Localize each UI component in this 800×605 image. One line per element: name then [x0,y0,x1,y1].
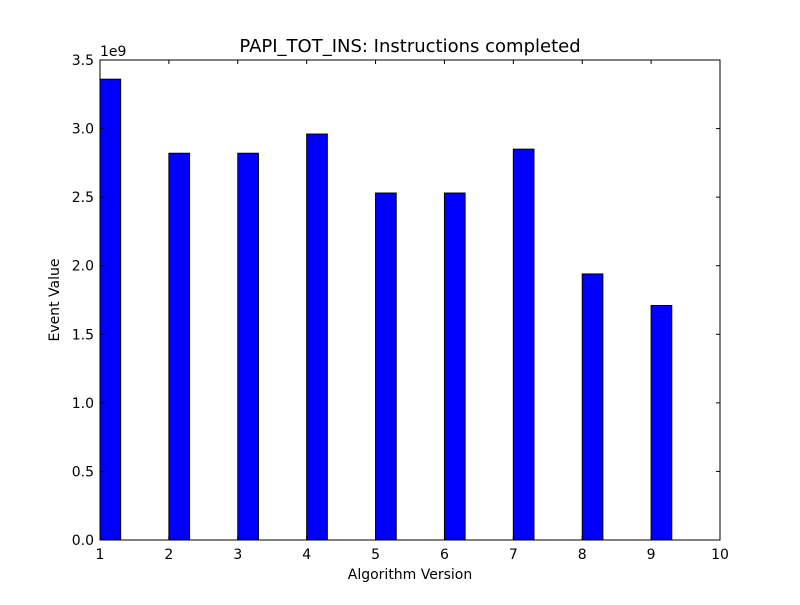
plot-frame [99,59,721,541]
bar-6 [443,192,466,541]
y-tick-label-3.0: 3.0 [72,122,94,138]
bar-8 [581,273,604,541]
x-tick-label-6: 6 [440,547,449,563]
x-tick-label-9: 9 [647,547,656,563]
bar-3 [237,152,259,541]
bar-7 [512,148,535,541]
bar-5 [375,192,397,541]
y-tick-label-0.0: 0.0 [72,533,94,549]
y-axis-label: Event Value [47,258,63,341]
bar-1 [99,78,122,541]
y-tick-label-2.5: 2.5 [72,190,94,206]
chart-title: PAPI_TOT_INS: Instructions completed [239,36,580,57]
ticks-group: 1 2 3 4 5 6 7 8 9 10 0.0 0.5 1.0 1.5 2.0 2.5 3.0 3.5 [72,53,729,563]
x-tick-label-1: 1 [96,547,105,563]
y-tick-label-2.0: 2.0 [72,259,94,275]
x-tick-label-5: 5 [371,547,380,563]
y-tick-label-1.5: 1.5 [72,327,94,343]
bars-group [99,78,673,541]
y-tick-label-1.0: 1.0 [72,396,94,412]
x-tick-label-3: 3 [233,547,242,563]
bar-9 [650,304,673,541]
y-axis-offset-label: 1e9 [100,44,126,60]
x-tick-label-8: 8 [578,547,587,563]
x-tick-label-2: 2 [164,547,173,563]
plot-area [100,60,720,540]
x-tick-label-7: 7 [509,547,518,563]
x-tick-label-4: 4 [302,547,311,563]
y-tick-label-3.5: 3.5 [72,53,94,69]
y-tick-label-0.5: 0.5 [72,464,94,480]
bar-4 [306,133,328,541]
x-axis-label: Algorithm Version [348,567,473,583]
x-tick-label-10: 10 [711,547,729,563]
bar-2 [168,152,191,541]
